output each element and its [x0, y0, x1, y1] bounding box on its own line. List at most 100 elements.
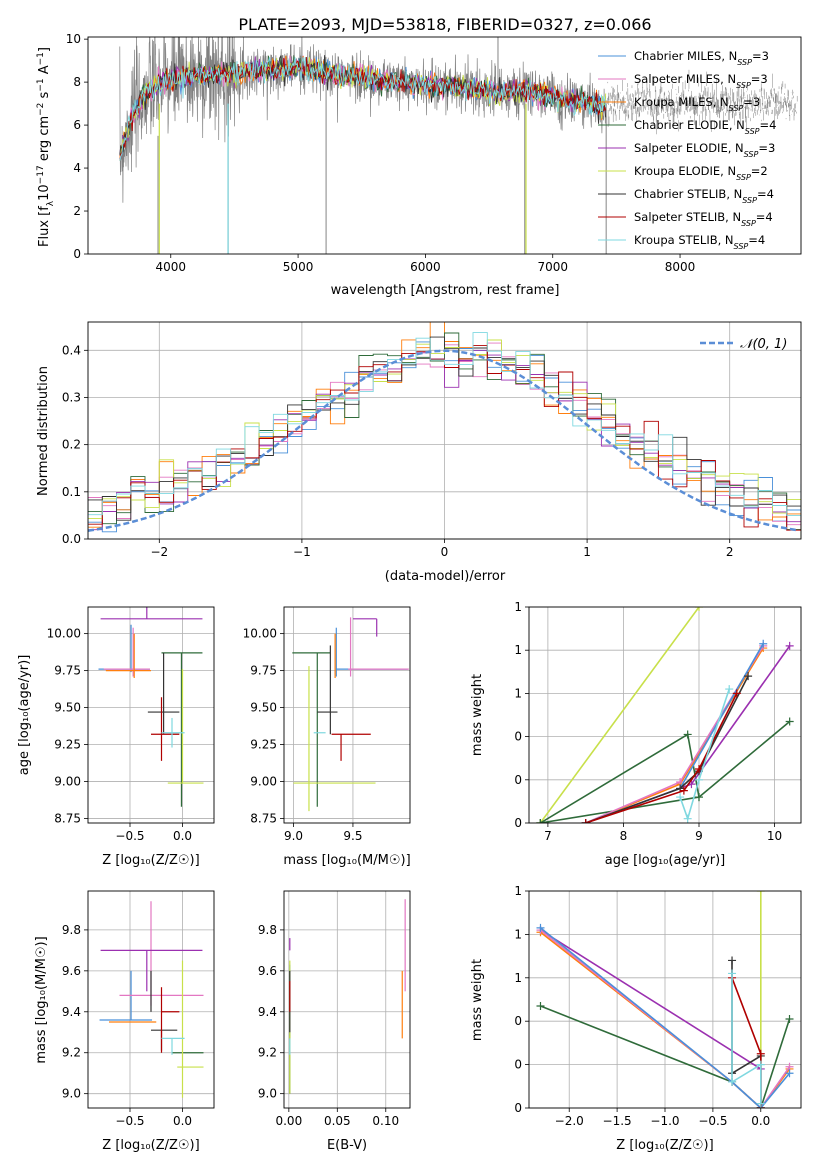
legend-text: Chabrier STELIB, N: [634, 187, 742, 201]
x-tick-label: 9.0: [284, 829, 303, 843]
weight-marker: [756, 1060, 765, 1069]
histograms: [88, 322, 801, 539]
weight-marker: [756, 1099, 765, 1108]
axes-frame: [87, 890, 215, 1109]
y-tick-label: 9.25: [250, 738, 277, 752]
x-tick-label: −0.5: [698, 1114, 727, 1128]
mass-vs-extinction-panel: 0.00 0.05 0.10 9.0 9.2 9.4 9.6 9.8 E(B-V): [258, 890, 411, 1153]
age-vs-mass-panel: 9.0 9.5 8.75 9.00 9.25 9.50 9.75 10.00 mass [log…: [243, 606, 411, 868]
weight-lines: [536, 607, 794, 823]
y-tick-label: 0: [514, 1101, 522, 1115]
weight-marker: [695, 765, 703, 773]
spectrum-xlabel: wavelength [Angstrom, rest frame]: [331, 283, 560, 298]
x-tick-label: 1: [583, 545, 591, 559]
residual-ylabel: Normed distribution: [36, 366, 51, 496]
y-tick-label: 10.00: [243, 627, 277, 641]
weight-vs-age-panel: 7 8 9 10 0 0 0 1 1 1 age [log₁₀(age/yr)] mass weigh…: [470, 600, 802, 868]
y-tick-label: 9.4: [258, 1005, 277, 1019]
x-tick-label: 9.5: [343, 829, 362, 843]
weight-series-8: [731, 973, 762, 1104]
weight-marker: [732, 689, 741, 698]
errorbars: [98, 607, 204, 807]
legend-label-3: Chabrier ELODIE, NSSP=4: [634, 118, 776, 136]
y-tick-label: 9.75: [250, 664, 277, 678]
mass-ebv-xlabel: E(B-V): [327, 1138, 367, 1153]
legend-suffix: =4: [756, 210, 773, 224]
ylabel-part: −1: [36, 78, 46, 91]
weight-series-0: [539, 607, 700, 823]
weight-marker: [785, 1069, 794, 1078]
mass-vs-metallicity-panel: −0.5 0.0 9.0 9.2 9.4 9.6 9.8 Z [log₁₀(Z/Z☉)] mas…: [34, 890, 215, 1153]
y-tick-label: 9.8: [258, 923, 277, 937]
weight-marker: [785, 641, 794, 650]
ylabel-part: −17: [36, 165, 46, 184]
legend-suffix: =4: [757, 187, 774, 201]
residual-xlabel: (data-model)/error: [385, 569, 506, 584]
x-tick-label: 0: [441, 545, 449, 559]
legend-text: Salpeter MILES, N: [634, 72, 736, 86]
y-tick-label: 9.25: [54, 738, 81, 752]
spectrum-lines: [119, 37, 798, 254]
weight-marker: [744, 672, 753, 681]
weight-marker: [785, 1015, 794, 1024]
y-tick-label: 1: [514, 686, 522, 700]
weight-marker: [695, 775, 703, 784]
y-tick-label: 9.0: [258, 1087, 277, 1101]
y-tick-label: 9.75: [54, 664, 81, 678]
y-tick-label: 9.2: [258, 1046, 277, 1060]
x-tick-label: 0.05: [324, 1114, 351, 1128]
x-tick-label: 2: [726, 545, 734, 559]
weight-lines: [536, 891, 794, 1108]
axes-frame: [528, 890, 802, 1109]
x-tick-label: −1.5: [603, 1114, 632, 1128]
x-tick-label: 4000: [155, 260, 186, 274]
weight-marker: [728, 956, 737, 965]
y-tick-label: 9.00: [54, 775, 81, 789]
y-tick-label: 0.1: [62, 485, 81, 499]
legend-label-1: Salpeter MILES, NSSP=3: [634, 72, 768, 90]
x-tick-label: 0.0: [173, 1114, 192, 1128]
errorbars: [292, 617, 409, 812]
legend-text: Kroupa MILES, N: [634, 95, 729, 109]
x-tick-label: 10: [767, 829, 782, 843]
legend-text: Salpeter ELODIE, N: [634, 141, 744, 155]
weight-series-7: [731, 977, 762, 1108]
x-tick-label: 7000: [537, 260, 568, 274]
x-tick-label: −0.5: [115, 1114, 144, 1128]
x-tick-label: 8: [620, 829, 628, 843]
x-tick-label: 0.10: [372, 1114, 399, 1128]
weight-marker: [679, 786, 688, 795]
weight-marker: [759, 639, 768, 648]
weight-marker: [785, 717, 794, 726]
ylabel-part: −1: [36, 52, 46, 65]
weight-z-xlabel: Z [log₁₀(Z/Z☉)]: [616, 1138, 713, 1153]
ylabel-part: −2: [36, 103, 46, 116]
y-tick-label: 10.00: [47, 627, 81, 641]
legend-suffix: =4: [748, 233, 765, 247]
ylabel-part: ]: [37, 47, 52, 52]
spectrum-plot-area: 4000 5000 6000 7000 8000 0 2 4 6 8 10: [66, 32, 802, 274]
y-tick-label: 6: [73, 118, 81, 132]
y-tick-label: 0: [514, 1058, 522, 1072]
legend-text: Salpeter STELIB, N: [634, 210, 741, 224]
x-tick-label: −1: [293, 545, 311, 559]
residual-plot-area: −2 −1 0 1 2 0.0 0.1 0.2 0.3 0.4: [62, 321, 802, 559]
legend-suffix: =3: [752, 49, 769, 63]
y-tick-label: 8: [73, 75, 81, 89]
y-tick-label: 0.3: [62, 390, 81, 404]
gaussian-legend-label: 𝒩(0, 1): [740, 337, 787, 352]
y-tick-label: 9.6: [258, 964, 277, 978]
y-tick-label: 0.0: [62, 532, 81, 546]
weight-marker: [728, 1077, 737, 1086]
weight-marker: [756, 1049, 765, 1058]
weight-marker: [536, 819, 545, 823]
legend-subscript: SSP: [729, 104, 744, 113]
legend-label-4: Salpeter ELODIE, NSSP=3: [634, 141, 775, 159]
x-tick-label: −2: [150, 545, 168, 559]
x-tick-label: −2.0: [555, 1114, 584, 1128]
legend-subscript: SSP: [736, 81, 751, 90]
legend-suffix: =4: [760, 118, 777, 132]
weight-marker: [581, 819, 590, 823]
legend-label-2: Kroupa MILES, NSSP=3: [634, 95, 760, 113]
